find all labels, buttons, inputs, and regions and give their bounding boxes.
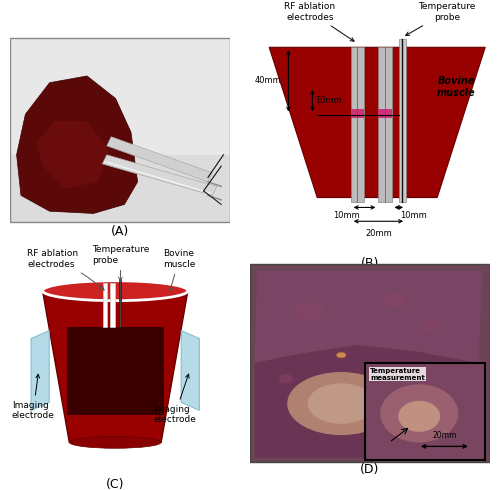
Polygon shape	[42, 291, 188, 442]
Text: RF ablation
electrodes: RF ablation electrodes	[284, 2, 354, 41]
Ellipse shape	[279, 374, 293, 383]
Ellipse shape	[70, 436, 161, 448]
Polygon shape	[255, 345, 483, 458]
Text: Imaging
electrode: Imaging electrode	[12, 374, 55, 420]
Text: (D): (D)	[360, 463, 380, 476]
FancyBboxPatch shape	[119, 279, 122, 327]
Text: (B): (B)	[361, 257, 379, 270]
FancyBboxPatch shape	[378, 47, 392, 201]
Polygon shape	[107, 137, 212, 182]
FancyBboxPatch shape	[351, 109, 364, 119]
FancyBboxPatch shape	[365, 363, 485, 460]
Polygon shape	[255, 270, 483, 363]
Polygon shape	[269, 47, 485, 197]
Ellipse shape	[380, 384, 458, 442]
Polygon shape	[181, 331, 200, 411]
Text: RF ablation
electrodes: RF ablation electrodes	[27, 249, 104, 290]
FancyBboxPatch shape	[110, 283, 114, 327]
Polygon shape	[31, 331, 49, 411]
Ellipse shape	[398, 401, 440, 432]
FancyBboxPatch shape	[10, 38, 230, 222]
Text: Imaging
electrode: Imaging electrode	[154, 374, 196, 424]
Text: 10mm: 10mm	[400, 211, 426, 220]
Ellipse shape	[383, 293, 405, 307]
FancyBboxPatch shape	[399, 39, 406, 201]
Ellipse shape	[308, 383, 375, 424]
Text: Temperature
probe: Temperature probe	[406, 2, 475, 35]
FancyBboxPatch shape	[250, 264, 490, 462]
Text: Bovine
muscle: Bovine muscle	[437, 76, 476, 98]
Polygon shape	[16, 76, 138, 214]
Text: 40mm: 40mm	[255, 76, 281, 85]
Text: (A): (A)	[111, 225, 129, 238]
Ellipse shape	[336, 352, 346, 358]
FancyBboxPatch shape	[10, 155, 230, 222]
FancyBboxPatch shape	[68, 327, 163, 415]
Text: Temperature
probe: Temperature probe	[92, 245, 150, 281]
Text: (C): (C)	[106, 478, 124, 490]
Ellipse shape	[287, 372, 395, 435]
Text: 10mm: 10mm	[315, 96, 342, 105]
FancyBboxPatch shape	[103, 283, 107, 327]
Text: 20mm: 20mm	[365, 229, 392, 238]
Ellipse shape	[296, 302, 324, 320]
FancyBboxPatch shape	[351, 47, 364, 201]
Text: Bovine
muscle: Bovine muscle	[163, 249, 196, 291]
Text: 10mm: 10mm	[332, 211, 359, 220]
Ellipse shape	[421, 321, 439, 333]
Ellipse shape	[42, 281, 188, 301]
Polygon shape	[102, 155, 217, 196]
Polygon shape	[36, 121, 109, 189]
Text: 20mm: 20mm	[432, 431, 456, 440]
Text: Temperature
measurement: Temperature measurement	[370, 368, 425, 381]
FancyBboxPatch shape	[378, 109, 392, 119]
